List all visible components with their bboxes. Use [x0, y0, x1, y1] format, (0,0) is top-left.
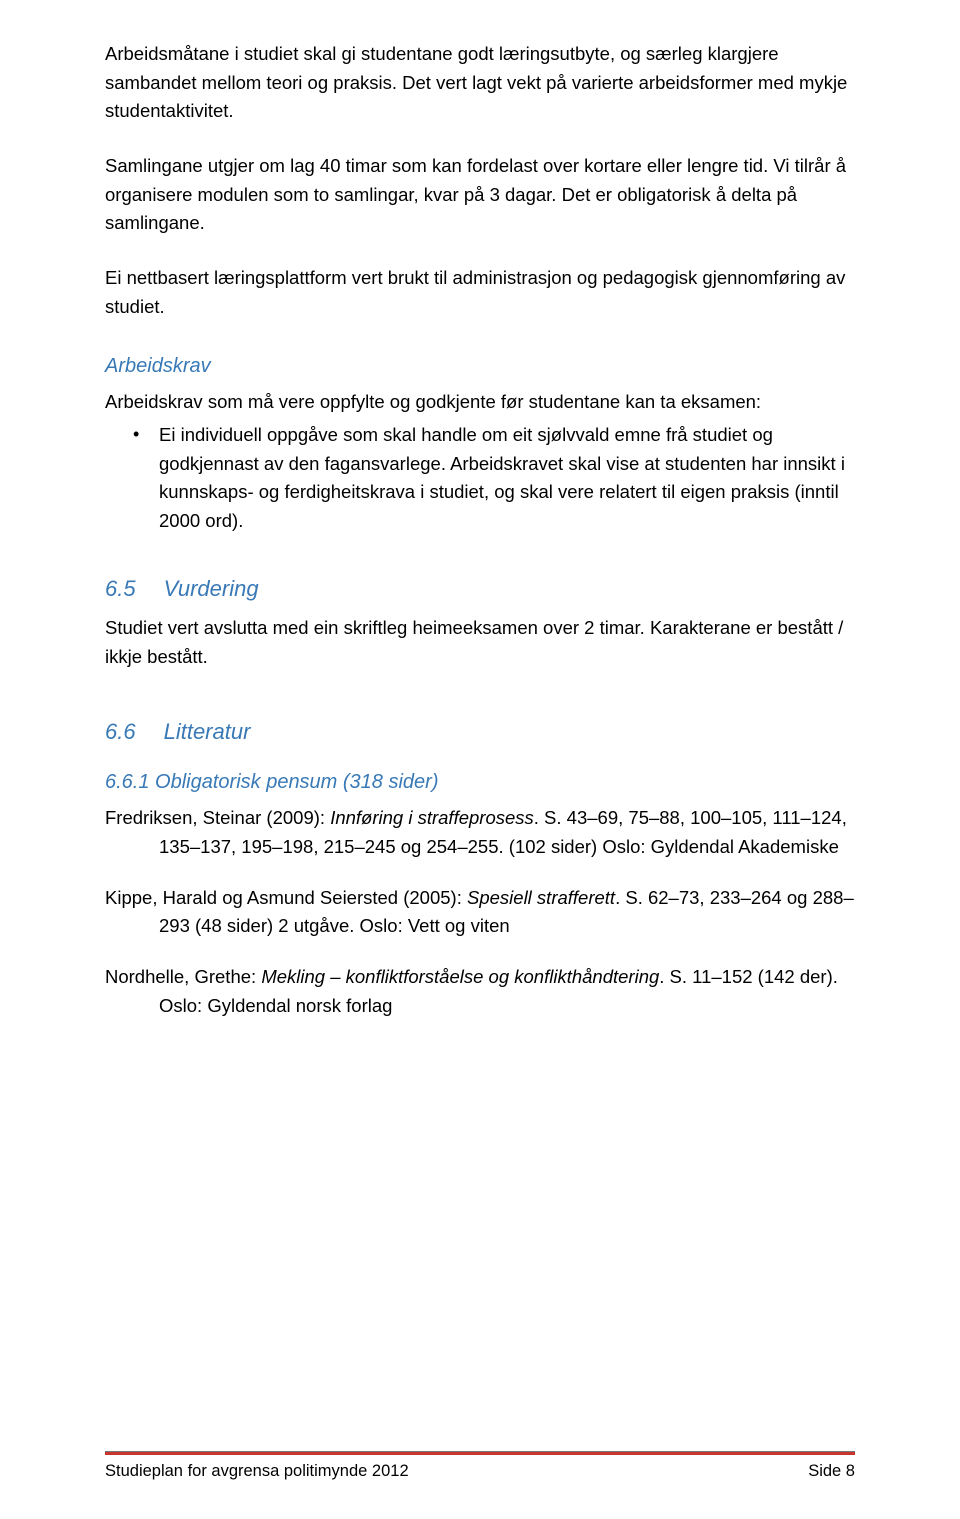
- ref2-title: Spesiell strafferett: [467, 887, 615, 908]
- arbeidskrav-item: Ei individuell oppgåve som skal handle o…: [105, 421, 855, 536]
- arbeidskrav-heading: Arbeidskrav: [105, 351, 855, 382]
- vurdering-body: Studiet vert avslutta med ein skriftleg …: [105, 614, 855, 671]
- footer-right: Side 8: [808, 1459, 855, 1485]
- intro-paragraph-3: Ei nettbasert læringsplattform vert bruk…: [105, 264, 855, 321]
- ref1-title: Innføring i straffeprosess: [330, 807, 534, 828]
- vurdering-title: Vurdering: [164, 576, 259, 601]
- reference-2: Kippe, Harald og Asmund Seiersted (2005)…: [105, 884, 855, 941]
- reference-1: Fredriksen, Steinar (2009): Innføring i …: [105, 804, 855, 861]
- litteratur-title: Litteratur: [164, 719, 251, 744]
- footer-left: Studieplan for avgrensa politimynde 2012: [105, 1459, 409, 1485]
- litteratur-num: 6.6: [105, 715, 136, 749]
- vurdering-heading: 6.5 Vurdering: [105, 572, 855, 606]
- intro-paragraph-2: Samlingane utgjer om lag 40 timar som ka…: [105, 152, 855, 238]
- intro-paragraph-1: Arbeidsmåtane i studiet skal gi studenta…: [105, 40, 855, 126]
- ref2-pre: Kippe, Harald og Asmund Seiersted (2005)…: [105, 887, 467, 908]
- footer-row: Studieplan for avgrensa politimynde 2012…: [105, 1459, 855, 1485]
- ref3-pre: Nordhelle, Grethe:: [105, 966, 261, 987]
- arbeidskrav-list: Ei individuell oppgåve som skal handle o…: [105, 421, 855, 536]
- ref1-pre: Fredriksen, Steinar (2009):: [105, 807, 330, 828]
- ref3-title: Mekling – konfliktforståelse og konflikt…: [261, 966, 659, 987]
- vurdering-num: 6.5: [105, 572, 136, 606]
- pensum-subheading: 6.6.1 Obligatorisk pensum (318 sider): [105, 767, 855, 798]
- reference-3: Nordhelle, Grethe: Mekling – konfliktfor…: [105, 963, 855, 1020]
- page-footer: Studieplan for avgrensa politimynde 2012…: [105, 1451, 855, 1485]
- arbeidskrav-intro: Arbeidskrav som må vere oppfylte og godk…: [105, 388, 855, 417]
- litteratur-heading: 6.6 Litteratur: [105, 715, 855, 749]
- footer-rule: [105, 1451, 855, 1455]
